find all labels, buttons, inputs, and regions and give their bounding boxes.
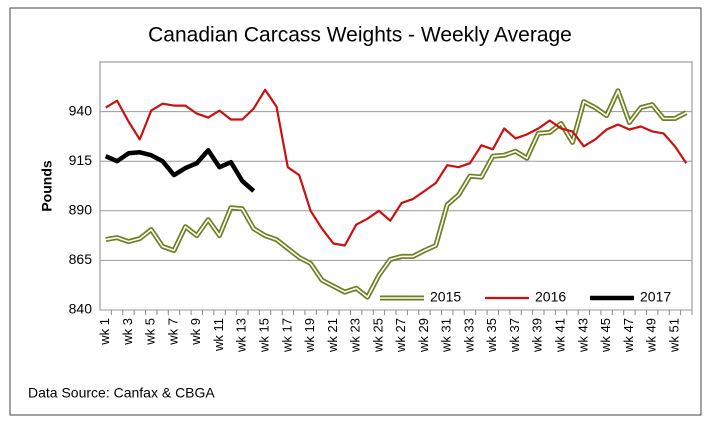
x-tick-label: wk 21 xyxy=(325,318,340,353)
x-tick-label: wk 1 xyxy=(97,318,112,346)
x-tick-label: wk 39 xyxy=(530,318,545,353)
x-tick-label: wk 23 xyxy=(348,318,363,353)
y-tick-label: 915 xyxy=(69,152,93,168)
y-axis-label: Pounds xyxy=(39,160,55,212)
y-tick-label: 840 xyxy=(69,301,93,317)
x-tick-label: wk 29 xyxy=(416,318,431,353)
series-line-inner xyxy=(105,90,687,298)
y-tick-label: 940 xyxy=(69,102,93,118)
chart-title: Canadian Carcass Weights - Weekly Averag… xyxy=(148,24,572,47)
x-tick-label: wk 11 xyxy=(211,318,226,352)
x-tick-label: wk 17 xyxy=(279,318,294,353)
x-tick-label: wk 7 xyxy=(165,318,180,346)
x-tick-label: wk 49 xyxy=(644,318,659,353)
x-tick-label: wk 37 xyxy=(507,318,522,353)
x-tick-label: wk 51 xyxy=(666,318,681,353)
legend-label: 2017 xyxy=(640,289,671,305)
x-tick-label: wk 31 xyxy=(439,318,454,353)
x-tick-label: wk 33 xyxy=(461,318,476,353)
legend-label: 2015 xyxy=(430,289,461,305)
source-note: Data Source: Canfax & CBGA xyxy=(28,385,215,401)
x-tick-label: wk 45 xyxy=(598,318,613,353)
x-tick-label: wk 25 xyxy=(370,318,385,353)
x-tick-label: wk 35 xyxy=(484,318,499,353)
x-tick-label: wk 47 xyxy=(621,318,636,353)
series-line xyxy=(105,88,688,247)
x-tick-label: wk 43 xyxy=(575,318,590,353)
x-tick-label: wk 13 xyxy=(234,318,249,353)
x-tick-label: wk 27 xyxy=(393,318,408,353)
x-tick-label: wk 19 xyxy=(302,318,317,353)
x-tick-label: wk 9 xyxy=(188,318,203,346)
x-tick-label: wk 3 xyxy=(120,318,135,346)
x-tick-label: wk 41 xyxy=(553,318,568,353)
series-line xyxy=(104,148,256,193)
x-tick-label: wk 15 xyxy=(257,318,272,353)
x-tick-label: wk 5 xyxy=(143,318,158,346)
frame xyxy=(9,7,702,416)
y-tick-label: 890 xyxy=(69,202,93,218)
y-tick-label: 865 xyxy=(69,251,93,267)
legend-label: 2016 xyxy=(535,289,566,305)
